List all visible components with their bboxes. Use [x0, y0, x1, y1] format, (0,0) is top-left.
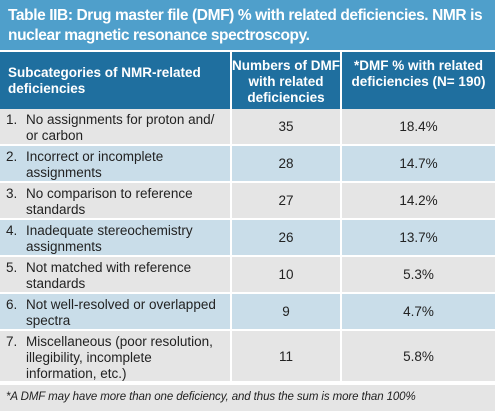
table-header: Subcategories of NMR-related deficiencie… [0, 50, 495, 109]
row-count: 10 [230, 257, 340, 292]
row-percent: 14.2% [340, 183, 495, 218]
table-row: 2. Incorrect or incomplete assignments 2… [0, 146, 495, 183]
row-count: 9 [230, 294, 340, 329]
row-count: 35 [230, 109, 340, 144]
row-percent: 4.7% [340, 294, 495, 329]
row-label-cell: 4. Inadequate stereochemistry assignment… [0, 220, 230, 255]
row-label-cell: 6. Not well-resolved or overlapped spect… [0, 294, 230, 329]
table-title: Table IIB: Drug master file (DMF) % with… [0, 0, 495, 50]
row-label: Miscellaneous (poor resolution, illegibi… [26, 334, 213, 381]
row-label: No comparison to reference standards [26, 186, 193, 217]
row-label: Incorrect or incomplete assignments [26, 149, 164, 180]
row-number: 5. [6, 260, 18, 275]
row-label: No assignments for proton and/ or carbon [26, 112, 215, 143]
row-label: Not matched with reference standards [26, 260, 192, 291]
row-number: 6. [6, 297, 18, 312]
row-count: 27 [230, 183, 340, 218]
table-row: 3. No comparison to reference standards … [0, 183, 495, 220]
row-label-cell: 7. Miscellaneous (poor resolution, illeg… [0, 331, 230, 381]
table-footnote: *A DMF may have more than one deficiency… [0, 385, 495, 411]
row-label: Not well-resolved or overlapped spectra [26, 297, 216, 328]
table-body: 1. No assignments for proton and/ or car… [0, 109, 495, 383]
row-percent: 13.7% [340, 220, 495, 255]
table-row: 1. No assignments for proton and/ or car… [0, 109, 495, 146]
row-number: 1. [6, 112, 18, 127]
row-percent: 18.4% [340, 109, 495, 144]
row-count: 28 [230, 146, 340, 181]
row-label-cell: 5. Not matched with reference standards [0, 257, 230, 292]
table-row: 4. Inadequate stereochemistry assignment… [0, 220, 495, 257]
row-number: 7. [6, 334, 18, 349]
row-label-cell: 1. No assignments for proton and/ or car… [0, 109, 230, 144]
row-label-cell: 3. No comparison to reference standards [0, 183, 230, 218]
header-subcategories: Subcategories of NMR-related deficiencie… [8, 65, 201, 96]
table-row: 7. Miscellaneous (poor resolution, illeg… [0, 331, 495, 383]
header-dmf-count: Numbers of DMF with related deficiencies [230, 52, 340, 109]
row-percent: 14.7% [340, 146, 495, 181]
table-row: 6. Not well-resolved or overlapped spect… [0, 294, 495, 331]
row-count: 11 [230, 331, 340, 381]
header-dmf-percent: *DMF % with related deficiencies (N= 190… [340, 52, 495, 109]
row-label-cell: 2. Incorrect or incomplete assignments [0, 146, 230, 181]
row-number: 3. [6, 186, 18, 201]
table-row: 5. Not matched with reference standards … [0, 257, 495, 294]
row-number: 2. [6, 149, 18, 164]
row-percent: 5.3% [340, 257, 495, 292]
row-count: 26 [230, 220, 340, 255]
row-number: 4. [6, 223, 18, 238]
row-label: Inadequate stereochemistry assignments [26, 223, 193, 254]
row-percent: 5.8% [340, 331, 495, 381]
